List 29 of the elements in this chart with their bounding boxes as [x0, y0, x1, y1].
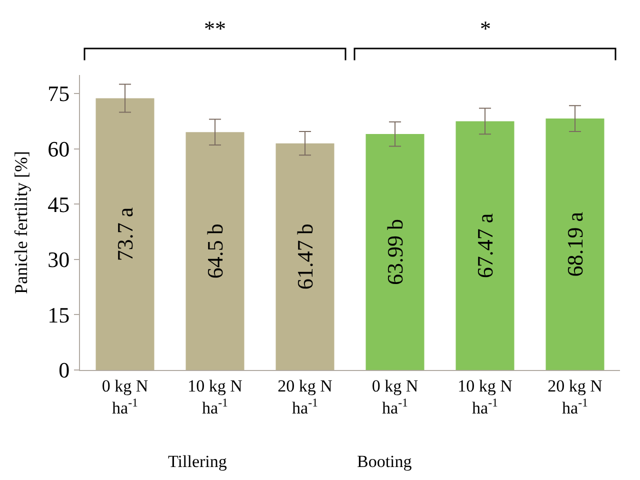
y-tick-label: 60: [48, 136, 70, 162]
x-tick-label: 10 kg N ha$^{-1}$: [458, 376, 512, 418]
y-tick-label: 45: [48, 192, 70, 217]
data-label: 64.5 b: [202, 224, 228, 279]
y-tick-label: 0: [58, 358, 70, 383]
x-tick-label: 20 kg N ha$^{-1}$: [548, 376, 602, 418]
x-tick-label: 10 kg N ha$^{-1}$: [188, 376, 242, 418]
data-label: 68.19 a: [562, 212, 588, 277]
text: Tillering: [168, 452, 228, 471]
x-tick-label: 0 kg N ha$^{-1}$: [372, 376, 418, 418]
bar: [276, 143, 334, 370]
data-label: 61.47 b: [292, 224, 318, 290]
y-tick-label: 75: [48, 81, 70, 106]
bar: [456, 121, 514, 370]
x-tick-label: 0 kg N ha$^{-1}$: [102, 376, 148, 418]
data-label: 73.7 a: [112, 207, 138, 262]
bar: [96, 98, 154, 370]
y-tick-label: 15: [48, 302, 70, 328]
y-axis-title: Panicle fertility [%]: [10, 151, 31, 294]
text: Booting: [357, 452, 412, 471]
bar: [366, 134, 424, 370]
data-label: 63.99 b: [382, 219, 408, 286]
text: **: [204, 16, 226, 41]
y-tick-label: 30: [48, 247, 70, 272]
data-label: 67.47 a: [472, 213, 498, 278]
text: *: [480, 16, 491, 41]
bar: [546, 118, 604, 370]
x-tick-label: 20 kg N ha$^{-1}$: [278, 376, 332, 418]
bar: [186, 132, 244, 370]
